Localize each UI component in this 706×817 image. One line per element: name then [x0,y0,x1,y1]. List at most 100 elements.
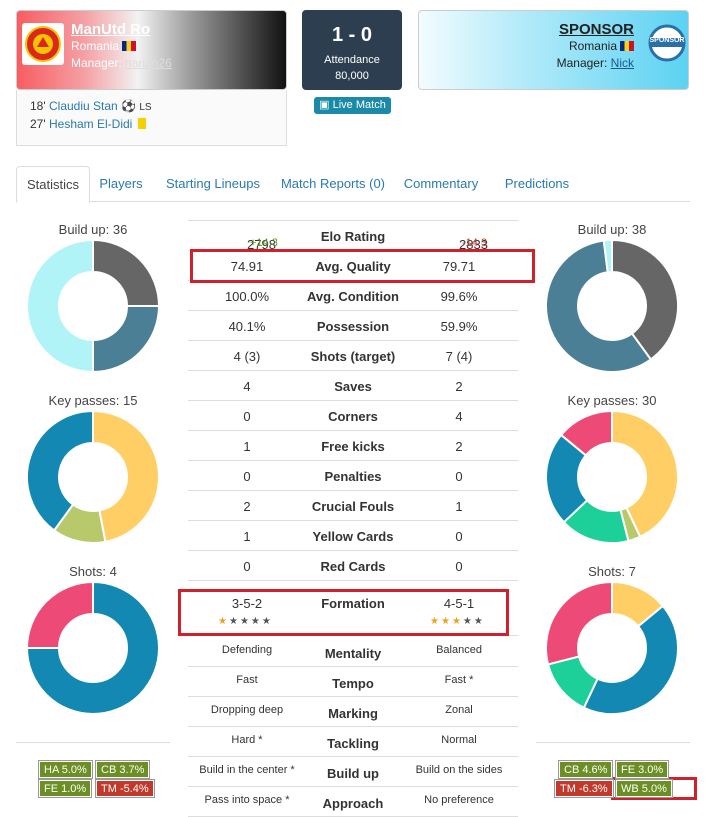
donut-segment [611,409,679,539]
donut-segment [25,580,160,715]
away-badges-panel [536,742,690,800]
star-icon: ★ [440,616,452,627]
event-player-link[interactable]: Hesham El-Didi [48,117,133,131]
tab-starting-lineups[interactable]: Starting Lineups [166,176,260,191]
stat-row: 40.1% Possession 59.9% [188,311,518,341]
away-badge: WB 5.0% [615,779,673,798]
star-icon: ★ [239,616,251,627]
avg-quality-highlight [190,249,535,283]
star-icon: ★ [473,616,485,627]
stat-row: 0 Corners 4 [188,401,518,431]
home-keypasses-chart [25,409,161,545]
donut-segment [92,409,160,544]
away-badge: FE 3.0% [614,760,670,779]
stat-row: 1 Yellow Cards 0 [188,521,518,551]
romania-flag-icon [620,41,634,51]
tactic-row: Build in the center * Build up Build on th… [188,757,518,787]
away-badge: CB 4.6% [557,760,614,779]
tactic-row: Hard * Tackling Normal [188,727,518,757]
ball-icon: ⚽ [121,99,136,113]
card-event: 27' Hesham El-Didi [30,116,146,133]
tab-players[interactable]: Players [99,176,143,191]
formation-label: Formation [321,596,385,611]
away-team-name[interactable]: SPONSOR [558,21,634,38]
donut-segment [559,409,613,457]
home-formation-stars: ★★★★★ [218,616,273,627]
event-player-link[interactable]: Claudiu Stan [48,99,118,113]
yellow-card-icon [137,118,146,129]
elo-away-delta: -14.3 [462,237,488,249]
home-badge: FE 1.0% [37,779,93,798]
donut-segment [26,409,94,532]
sponsor-logo-text: SPONSOR [649,37,685,44]
home-badge: TM -5.4% [95,779,155,798]
star-icon: ★ [451,616,463,627]
donut-segment [25,580,94,649]
stat-row: 1 Free kicks 2 [188,431,518,461]
away-shots-chart [544,580,680,716]
stat-row: 4 Saves 2 [188,371,518,401]
stat-row: 4 (3) Shots (target) 7 (4) [188,341,518,371]
away-country: Romania [557,38,634,55]
attendance-label: Attendance [324,54,380,66]
home-team-name[interactable]: ManUtd Ro [71,21,151,38]
star-icon: ★ [462,616,474,627]
home-badge: HA 5.0% [38,760,93,779]
home-badge: CB 3.7% [94,760,151,779]
donut-segment [92,238,161,307]
away-formation: 4-5-1 [443,596,475,611]
away-keypasses-chart [544,409,680,545]
stat-row: 0 Red Cards 0 [188,551,518,581]
romania-flag-icon [122,41,137,51]
star-icon: ★ [261,616,273,627]
donut-segment [582,604,679,715]
score-card: 1 - 0 Attendance 80,000 [302,10,402,90]
home-team-logo[interactable] [22,23,64,65]
stat-row-elo: 2798 +14.3 Elo Rating 2833 -14.3 [188,221,518,252]
elo-home-delta: +14.3 [250,237,278,249]
star-icon: ★ [250,616,262,627]
away-team-card: SPONSOR Romania Manager: Nick SPONSOR [418,10,689,90]
away-formation-stars: ★★★★★ [430,616,485,627]
home-manager-link[interactable]: narian26 [125,56,172,70]
stat-row: 74.91 Avg. Quality 79.71 [188,251,518,281]
donut-segment [92,305,161,374]
stat-row: 100.0% Avg. Condition 99.6% [188,281,518,311]
score: 1 - 0 [331,24,373,46]
home-manager: Manager: narian26 [71,56,172,70]
tab-match-reports[interactable]: Match Reports (0) [280,176,386,191]
away-buildup-chart [544,238,680,374]
home-team-card: ManUtd Ro Romania Manager: narian26 [16,10,287,90]
home-shots-chart [25,580,161,716]
away-buildup-label: Build up: 38 [577,222,647,237]
stats-table-top-border [188,220,518,221]
home-buildup-label: Build up: 36 [58,222,128,237]
donut-segment [545,239,653,373]
home-formation: 3-5-2 [231,596,263,611]
star-icon: ★ [430,616,441,627]
away-team-logo[interactable]: SPONSOR [647,23,687,63]
away-badge: TM -6.3% [554,779,614,798]
goal-event: 18' Claudiu Stan ⚽ LS [30,99,152,113]
tab-predictions[interactable]: Predictions [504,176,570,191]
tab-bar: Statistics Players Starting Lineups Matc… [16,166,690,203]
star-icon: ★ [218,616,229,627]
live-match-button[interactable]: ▣ Live Match [314,97,391,114]
tactic-row: Pass into space * Approach No preference [188,787,518,817]
away-manager-link[interactable]: Nick [610,56,634,70]
formation-highlight [178,589,509,636]
tab-statistics[interactable]: Statistics [16,166,90,203]
tab-commentary[interactable]: Commentary [403,176,479,191]
tactic-row: Dropping deep Marking Zonal [188,697,518,727]
donut-segment [611,238,679,361]
away-keypasses-label: Key passes: 30 [567,393,657,408]
tactic-row: Defending Mentality Balanced [188,637,518,667]
away-shots-label: Shots: 7 [588,564,636,579]
star-icon: ★ [228,616,240,627]
stat-name: Elo Rating [320,229,386,244]
tactic-row: Fast Tempo Fast * [188,667,518,697]
tv-icon: ▣ [319,99,330,111]
away-manager: Manager: Nick [556,56,634,70]
home-buildup-chart [25,238,161,374]
donut-segment [545,580,613,666]
